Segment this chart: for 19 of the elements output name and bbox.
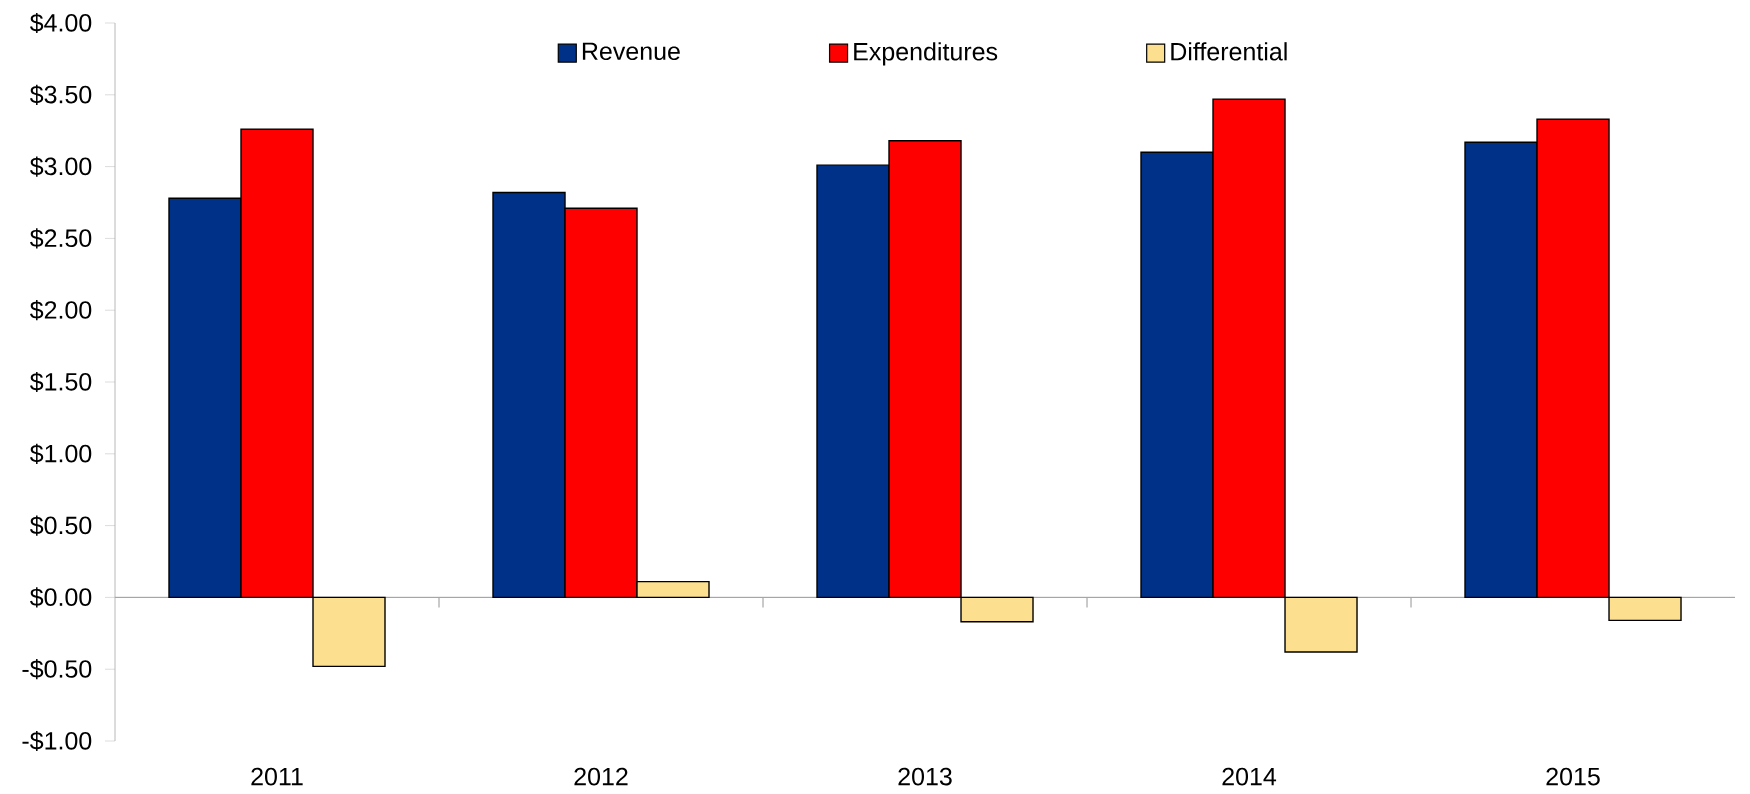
y-tick-label: $2.50 <box>29 228 92 249</box>
y-tick-label: $0.00 <box>29 587 92 608</box>
y-tick-label: -$1.00 <box>22 730 92 752</box>
y-tick-label: $4.00 <box>29 12 92 34</box>
y-tick-label: $2.00 <box>29 300 92 321</box>
y-tick-label: $1.50 <box>29 371 92 393</box>
legend-label: Revenue <box>582 42 680 61</box>
x-tick-label: 2012 <box>574 767 628 786</box>
x-tick-label: 2013 <box>898 767 952 786</box>
y-tick-label: $3.50 <box>29 84 92 106</box>
legend-label: Differential <box>1171 42 1287 61</box>
x-tick-label: 2011 <box>251 767 303 786</box>
y-tick-label: -$0.50 <box>22 659 92 680</box>
y-tick-label: $1.00 <box>29 443 92 465</box>
y-tick-label: $0.50 <box>29 515 92 536</box>
x-tick-label: 2014 <box>1222 767 1277 786</box>
y-tick-label: $3.00 <box>29 156 92 177</box>
legend-label: Expenditures <box>854 42 998 66</box>
x-tick-label: 2015 <box>1546 767 1600 786</box>
